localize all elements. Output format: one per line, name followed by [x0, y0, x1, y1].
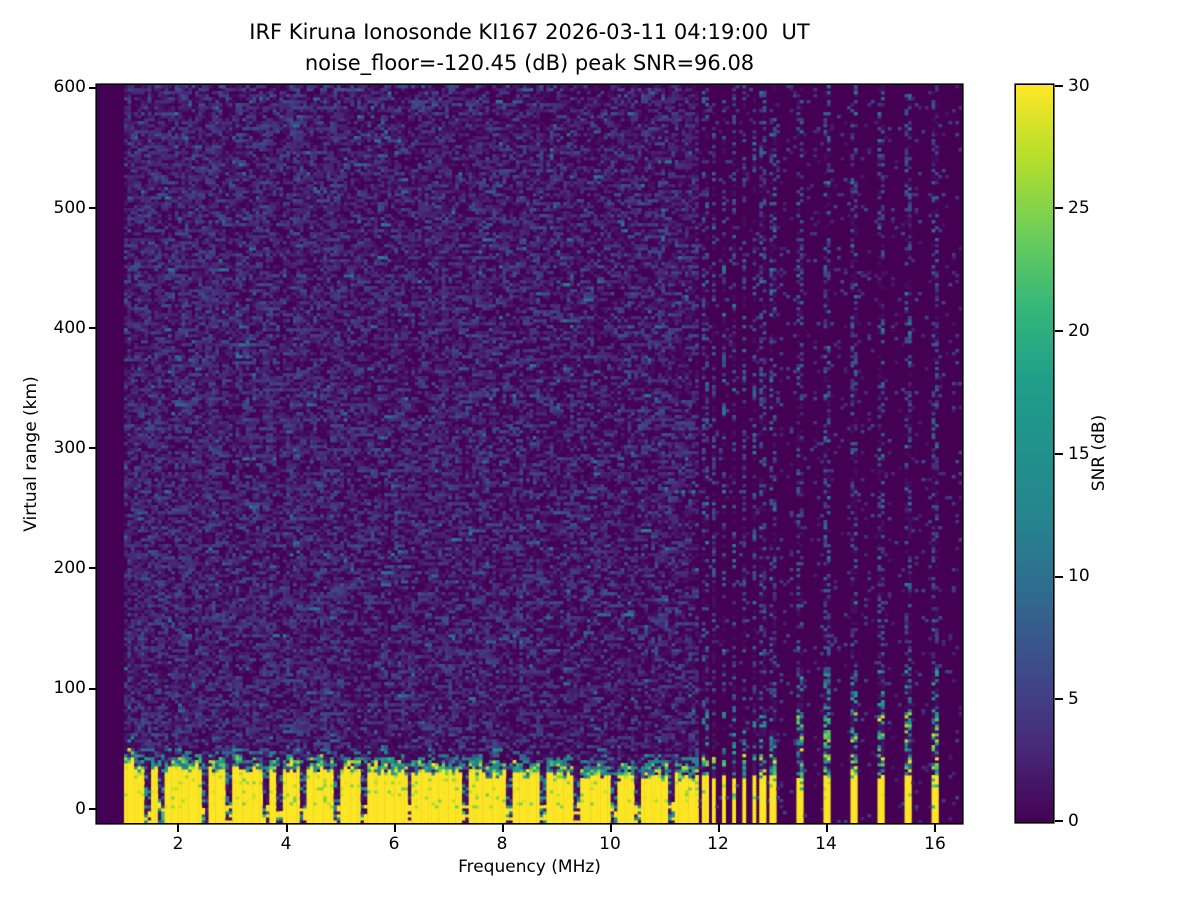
x-tick-label: 10 [599, 834, 621, 854]
y-tick-mark [89, 207, 97, 209]
x-tick-label: 14 [815, 834, 837, 854]
colorbar-tick-label: 15 [1068, 444, 1090, 464]
x-tick-label: 12 [707, 834, 729, 854]
y-tick-mark [89, 688, 97, 690]
colorbar-gradient [1016, 85, 1053, 822]
x-tick-mark [394, 824, 396, 832]
y-tick-mark [89, 327, 97, 329]
x-tick-mark [934, 824, 936, 832]
colorbar-tick-label: 30 [1068, 76, 1090, 96]
chart-title: IRF Kiruna Ionosonde KI167 2026-03-11 04… [249, 20, 810, 44]
colorbar [1016, 85, 1053, 822]
x-tick-mark [718, 824, 720, 832]
y-tick-label: 400 [53, 318, 86, 338]
y-tick-label: 600 [53, 77, 86, 97]
y-tick-label: 300 [53, 438, 86, 458]
y-tick-mark [89, 567, 97, 569]
colorbar-tick-mark [1055, 207, 1063, 209]
colorbar-tick-label: 10 [1068, 566, 1090, 586]
y-tick-label: 0 [75, 799, 86, 819]
x-tick-mark [826, 824, 828, 832]
y-tick-label: 500 [53, 198, 86, 218]
y-tick-label: 100 [53, 678, 86, 698]
colorbar-tick-mark [1055, 85, 1063, 87]
plot-area [97, 85, 962, 823]
y-tick-mark [89, 808, 97, 810]
colorbar-tick-mark [1055, 453, 1063, 455]
x-tick-label: 8 [496, 834, 508, 854]
x-tick-label: 16 [924, 834, 946, 854]
x-tick-label: 6 [388, 834, 400, 854]
x-tick-label: 4 [280, 834, 292, 854]
chart-subtitle: noise_floor=-120.45 (dB) peak SNR=96.08 [304, 51, 755, 75]
colorbar-tick-label: 25 [1068, 198, 1090, 218]
x-tick-mark [502, 824, 504, 832]
y-tick-mark [89, 87, 97, 89]
colorbar-tick-mark [1055, 330, 1063, 332]
colorbar-tick-label: 0 [1068, 811, 1079, 831]
y-axis-label: Virtual range (km) [21, 376, 41, 532]
colorbar-tick-mark [1055, 698, 1063, 700]
x-tick-mark [286, 824, 288, 832]
colorbar-tick-mark [1055, 820, 1063, 822]
y-tick-mark [89, 447, 97, 449]
x-tick-mark [177, 824, 179, 832]
ionogram-heatmap [97, 85, 962, 823]
colorbar-tick-label: 5 [1068, 689, 1079, 709]
colorbar-label: SNR (dB) [1089, 414, 1109, 492]
x-tick-label: 2 [172, 834, 184, 854]
x-tick-mark [610, 824, 612, 832]
y-tick-label: 200 [53, 558, 86, 578]
x-axis-label: Frequency (MHz) [458, 857, 601, 877]
colorbar-tick-label: 20 [1068, 321, 1090, 341]
colorbar-tick-mark [1055, 576, 1063, 578]
